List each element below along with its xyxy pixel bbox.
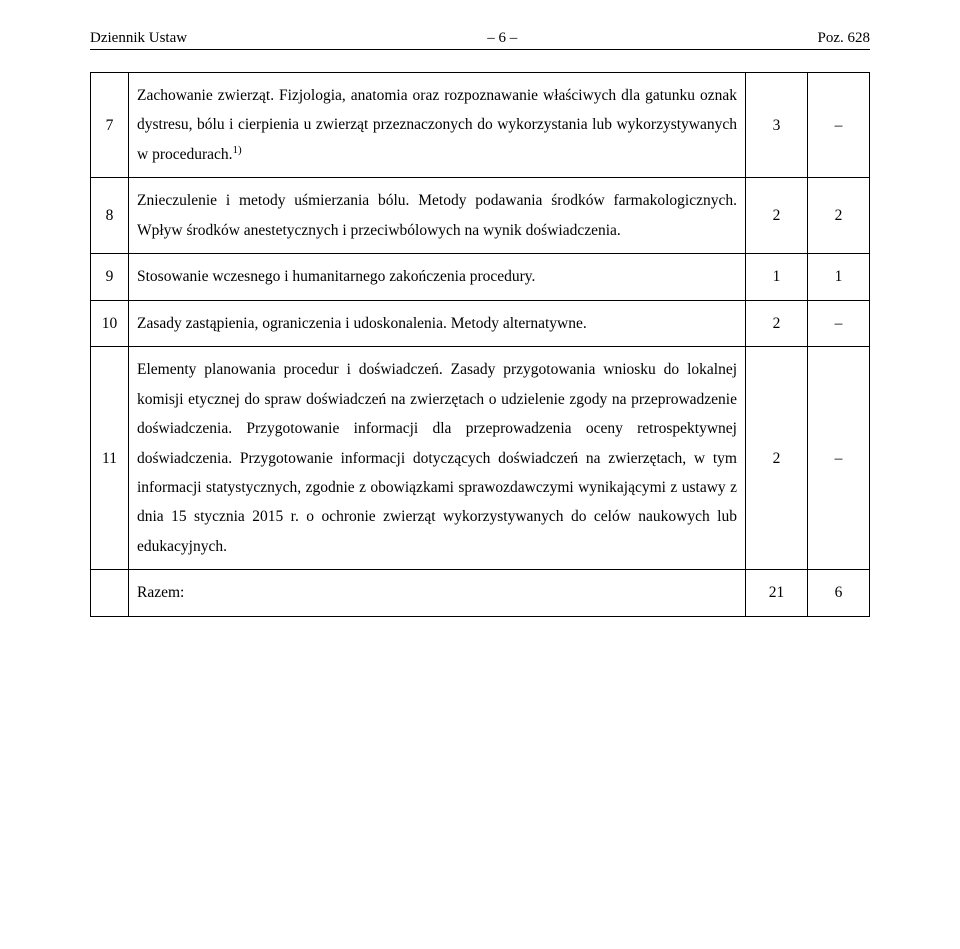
row-number: 11 — [91, 347, 129, 570]
row-val-b: – — [808, 300, 870, 346]
table-row: 7 Zachowanie zwierząt. Fizjologia, anato… — [91, 73, 870, 178]
row-text: Elementy planowania procedur i doświadcz… — [137, 361, 737, 555]
totals-empty — [91, 570, 129, 616]
row-text: Stosowanie wczesnego i humanitarnego zak… — [137, 268, 535, 285]
totals-label: Razem: — [129, 570, 746, 616]
row-text: Zasady zastąpienia, ograniczenia i udosk… — [137, 315, 587, 332]
table-row: 11 Elementy planowania procedur i doświa… — [91, 347, 870, 570]
totals-row: Razem: 21 6 — [91, 570, 870, 616]
table-row: 9 Stosowanie wczesnego i humanitarnego z… — [91, 254, 870, 300]
row-number: 7 — [91, 73, 129, 178]
row-content: Zachowanie zwierząt. Fizjologia, anatomi… — [129, 73, 746, 178]
header-center: – 6 – — [487, 30, 517, 47]
row-content: Zasady zastąpienia, ograniczenia i udosk… — [129, 300, 746, 346]
row-text: Znieczulenie i metody uśmierzania bólu. … — [137, 192, 737, 238]
table-row: 10 Zasady zastąpienia, ograniczenia i ud… — [91, 300, 870, 346]
row-val-b: – — [808, 347, 870, 570]
row-val-a: 2 — [746, 178, 808, 254]
header-rule — [90, 49, 870, 50]
totals-val-a: 21 — [746, 570, 808, 616]
header-left: Dziennik Ustaw — [90, 30, 187, 47]
row-content: Stosowanie wczesnego i humanitarnego zak… — [129, 254, 746, 300]
row-sup: 1) — [233, 144, 242, 156]
row-val-a: 1 — [746, 254, 808, 300]
row-content: Elementy planowania procedur i doświadcz… — [129, 347, 746, 570]
curriculum-table: 7 Zachowanie zwierząt. Fizjologia, anato… — [90, 72, 870, 617]
table-row: 8 Znieczulenie i metody uśmierzania bólu… — [91, 178, 870, 254]
row-number: 8 — [91, 178, 129, 254]
row-number: 10 — [91, 300, 129, 346]
row-val-a: 3 — [746, 73, 808, 178]
row-text: Zachowanie zwierząt. Fizjologia, anatomi… — [137, 87, 737, 163]
page: Dziennik Ustaw – 6 – Poz. 628 7 Zachowan… — [0, 0, 960, 949]
page-header: Dziennik Ustaw – 6 – Poz. 628 — [90, 30, 870, 47]
row-val-b: – — [808, 73, 870, 178]
row-number: 9 — [91, 254, 129, 300]
row-val-b: 2 — [808, 178, 870, 254]
row-val-b: 1 — [808, 254, 870, 300]
totals-val-b: 6 — [808, 570, 870, 616]
row-val-a: 2 — [746, 347, 808, 570]
header-right: Poz. 628 — [818, 30, 871, 47]
row-val-a: 2 — [746, 300, 808, 346]
row-content: Znieczulenie i metody uśmierzania bólu. … — [129, 178, 746, 254]
